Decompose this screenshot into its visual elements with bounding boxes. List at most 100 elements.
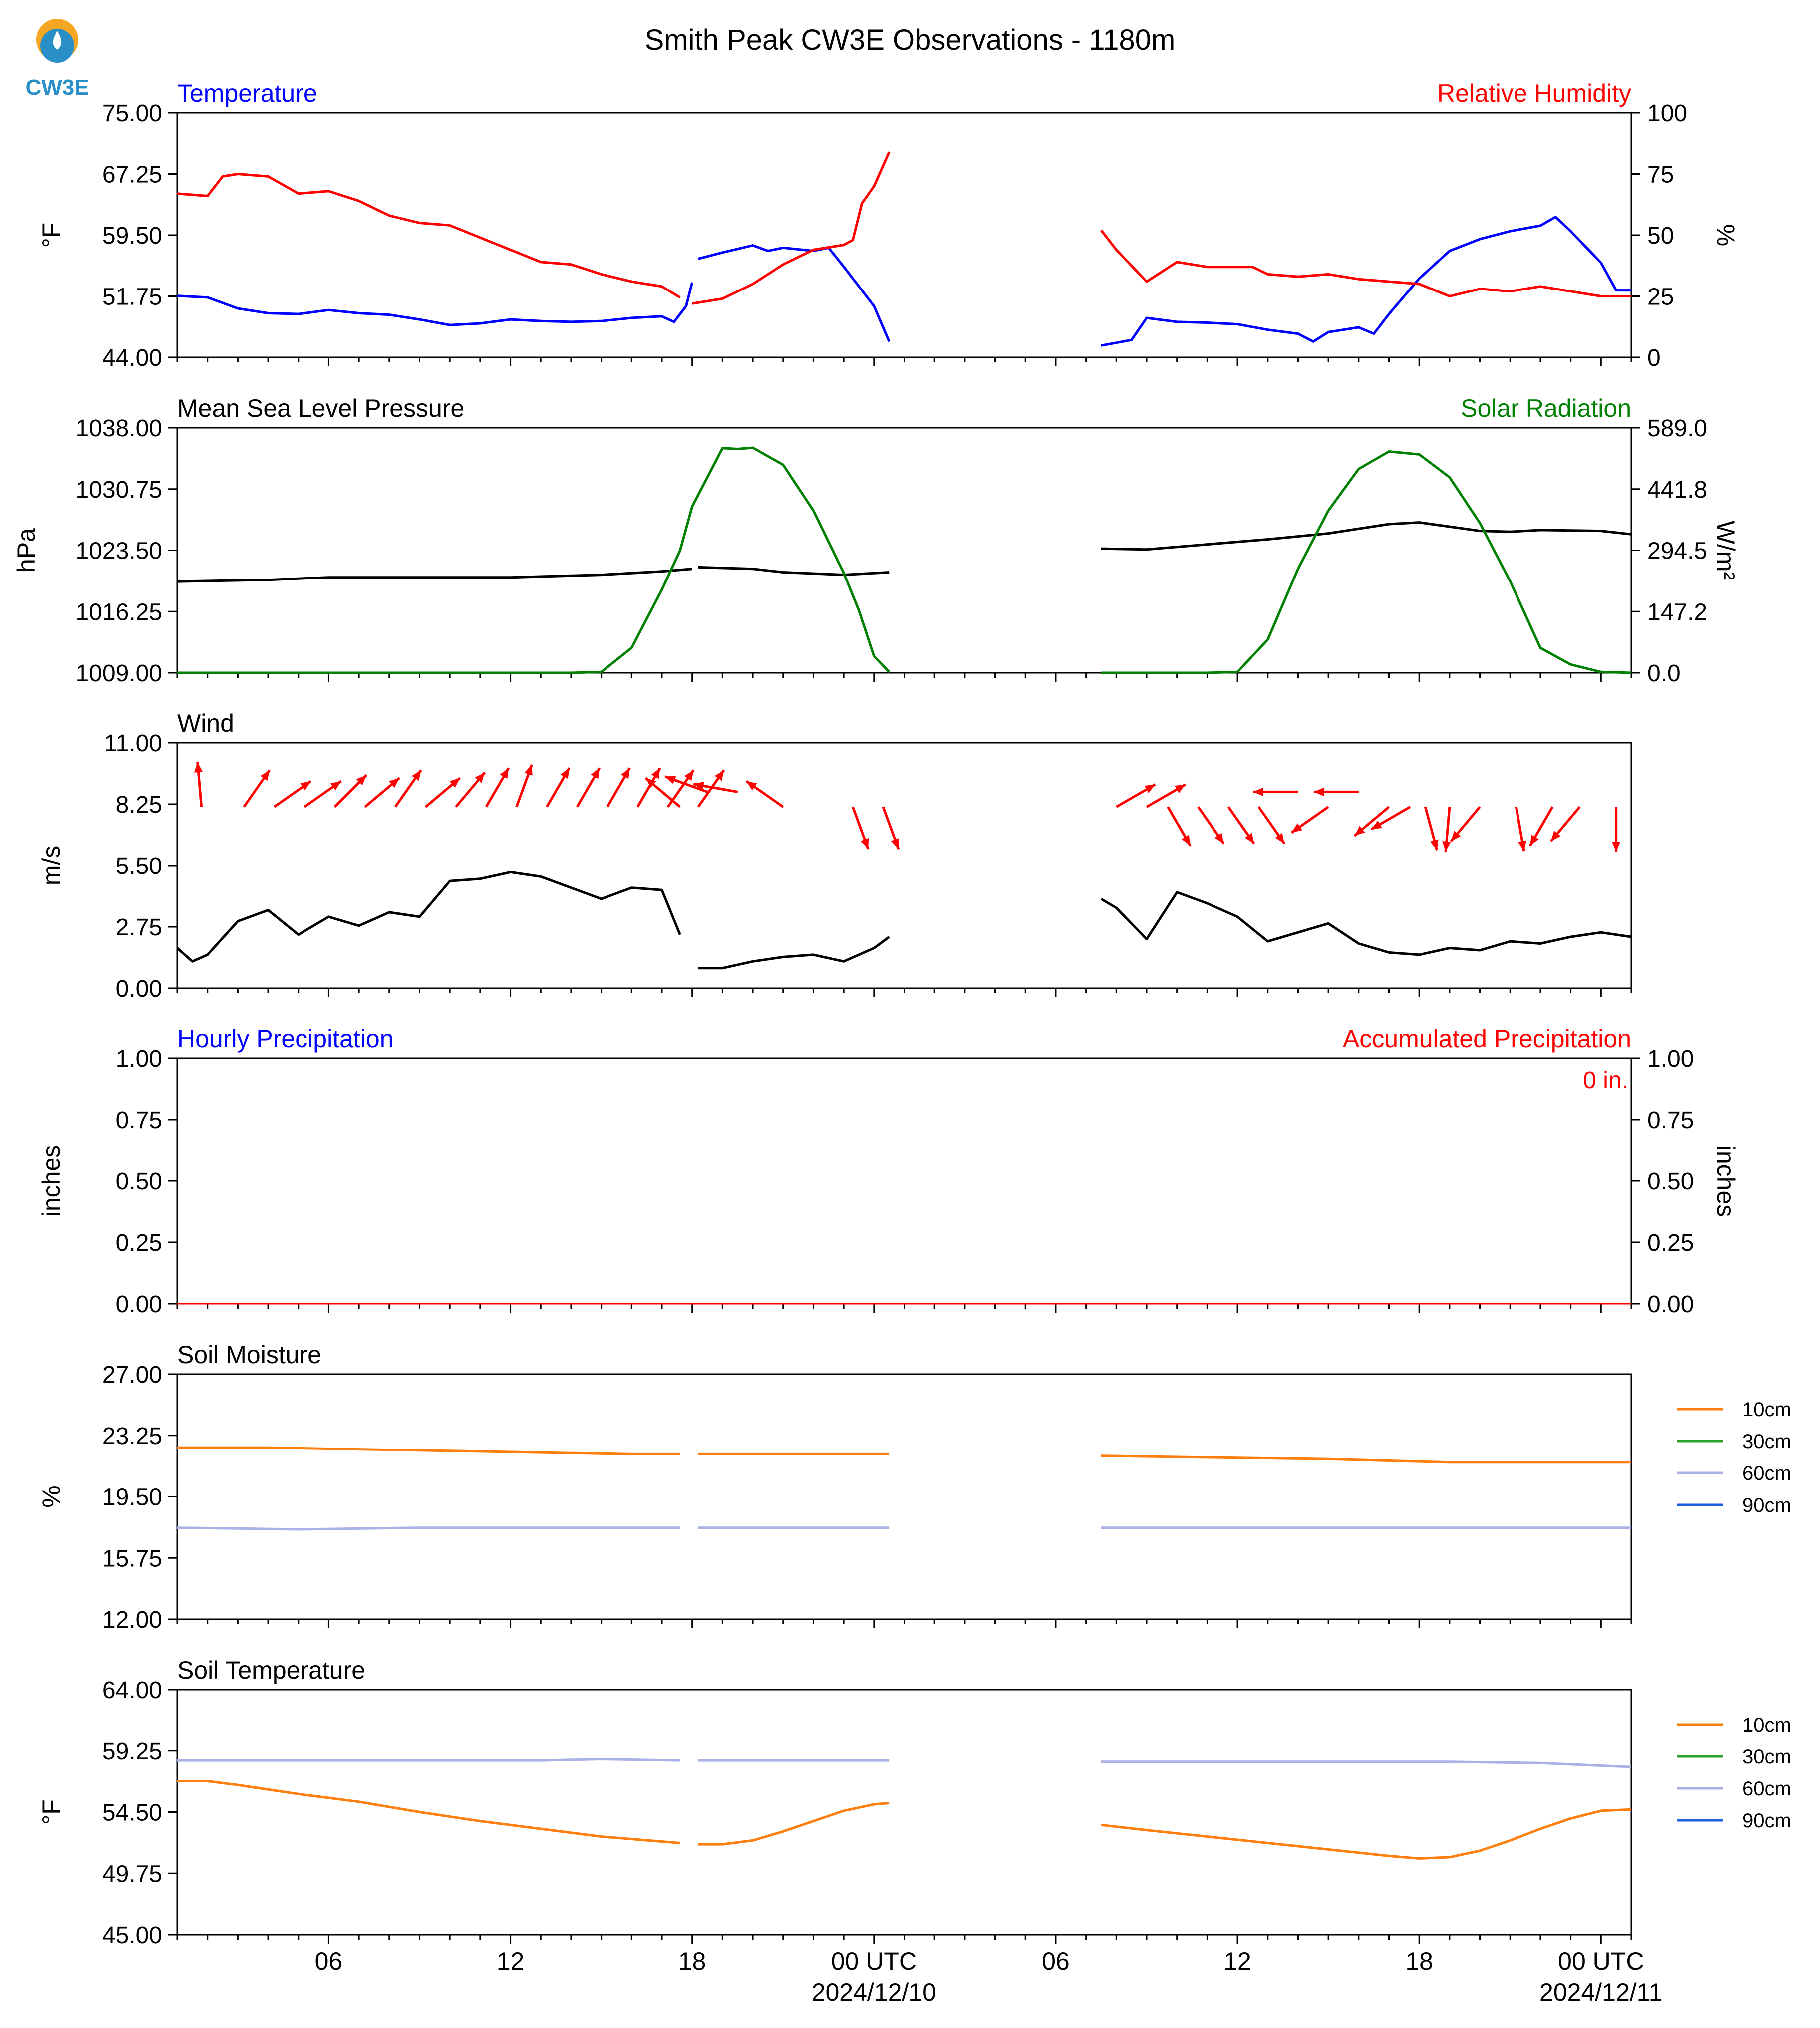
wind-arrow <box>636 767 661 808</box>
chart-title: Smith Peak CW3E Observations - 1180m <box>645 24 1176 56</box>
x-tick-label: 06 <box>1042 1947 1070 1975</box>
wind-arrow <box>1612 807 1621 852</box>
wind-arrow-head <box>861 838 869 849</box>
wind-arrow-head <box>1291 823 1302 833</box>
temperature-right-title: Relative Humidity <box>1437 79 1631 107</box>
wind-arrow <box>194 762 203 807</box>
wind-arrow <box>1253 787 1298 796</box>
wind-arrow <box>644 777 681 808</box>
y-tick-label: 8.25 <box>116 792 162 818</box>
pressure-left-title: Mean Sea Level Pressure <box>177 394 464 422</box>
y-tick-label: 1038.00 <box>75 415 162 442</box>
wind-arrow-head <box>411 770 421 781</box>
wind-arrow-head <box>356 775 367 786</box>
wind-speed-line-segment <box>698 936 890 970</box>
y-tick-label: 0.25 <box>116 1230 162 1256</box>
wind-arrow-head <box>449 778 460 788</box>
y-tick-label: 1016.25 <box>75 599 162 625</box>
wind-arrow <box>576 767 601 808</box>
wind-arrow <box>243 769 271 808</box>
wind-arrow-head <box>1442 841 1451 852</box>
wind-arrow-head <box>1144 784 1156 793</box>
wind-arrow <box>485 767 510 808</box>
wind-arrow-head <box>500 768 509 779</box>
legend-label: 10cm <box>1742 1399 1791 1421</box>
soil_moisture-10cm-line-segment <box>1101 1454 1631 1464</box>
panels-group: 44.00 51.75 59.50 67.25 75.00 0 25 50 75 100 Tempe… <box>12 79 1791 2006</box>
wind-arrow-head <box>665 776 676 784</box>
y-right-tick-label: 75 <box>1647 162 1674 188</box>
wind-arrow <box>1167 806 1192 847</box>
solar-line-segment <box>177 446 891 674</box>
legend-label: 90cm <box>1742 1810 1791 1832</box>
y-tick-label: 59.50 <box>102 223 162 249</box>
y-tick-label: 0.50 <box>116 1168 162 1195</box>
wind-arrow <box>1370 806 1411 831</box>
y-tick-label: 2.75 <box>116 914 162 941</box>
x-tick-label: 12 <box>1223 1947 1251 1975</box>
wind-arrow-head <box>746 781 757 791</box>
precip-panel: 0.00 0.25 0.50 0.75 1.00 0.00 0.25 0.50 0.75 1.00… <box>37 1025 1740 1318</box>
y-tick-label: 1023.50 <box>75 538 162 565</box>
wind-arrow <box>1116 783 1156 808</box>
wind-arrow-head <box>1244 833 1254 844</box>
y-tick-label: 15.75 <box>102 1545 162 1572</box>
wind-arrow <box>1550 806 1581 842</box>
soil_temperature-60cm-line-segment <box>1101 1760 1632 1768</box>
y-tick-label: 0.75 <box>116 1107 162 1134</box>
solar-line-segment <box>1101 450 1632 674</box>
wind-arrow <box>394 769 422 808</box>
soil_moisture-10cm-line-segment <box>177 1446 680 1455</box>
wind-arrow <box>364 777 400 808</box>
pressure-right-title: Solar Radiation <box>1461 394 1631 422</box>
temperature-line-segment <box>698 244 891 342</box>
y-tick-label: 0.00 <box>116 1291 162 1318</box>
wind-arrow-head <box>714 770 724 781</box>
wind-arrow-head <box>1451 831 1461 842</box>
legend-label: 60cm <box>1742 1462 1791 1484</box>
wind-arrow <box>303 780 342 808</box>
x-tick-label: 18 <box>678 1947 706 1975</box>
wind-arrow <box>515 764 533 808</box>
wind-arrow <box>1424 806 1439 851</box>
y-right-tick-label: 441.8 <box>1647 477 1707 503</box>
wind-arrow-head <box>1181 835 1191 846</box>
wind-speed-line-segment <box>1100 891 1632 956</box>
wind-arrow-head <box>330 781 341 791</box>
wind-arrow <box>1529 806 1554 847</box>
wind-arrow <box>1515 806 1526 852</box>
y-tick-label: 1009.00 <box>75 660 162 687</box>
y-tick-label: 44.00 <box>102 345 162 371</box>
y-tick-label: 1.00 <box>116 1046 162 1072</box>
y-right-tick-label: 50 <box>1647 223 1674 249</box>
y-right-tick-label: 294.5 <box>1647 538 1707 565</box>
precip-ylabel-right: inches <box>1712 1145 1740 1217</box>
legend-label: 30cm <box>1742 1746 1791 1768</box>
y-right-tick-label: 0 <box>1647 345 1661 371</box>
temperature-panel: 44.00 51.75 59.50 67.25 75.00 0 25 50 75 100 Tempe… <box>37 79 1740 371</box>
y-tick-label: 19.50 <box>102 1484 162 1511</box>
y-right-tick-label: 1.00 <box>1647 1046 1694 1072</box>
soil_temperature-10cm-line-segment <box>177 1780 680 1844</box>
wind-arrow-head <box>1530 835 1539 846</box>
y-right-tick-label: 147.2 <box>1647 599 1707 625</box>
y-tick-label: 45.00 <box>102 1922 162 1949</box>
wind-arrow <box>1146 783 1187 808</box>
humidity-line-segment <box>1100 229 1631 297</box>
wind-arrow-head <box>194 762 203 773</box>
y-tick-label: 54.50 <box>102 1800 162 1826</box>
y-right-tick-label: 100 <box>1647 100 1687 127</box>
wind-arrow-head <box>891 838 899 849</box>
wind-arrow-head <box>651 768 660 779</box>
y-tick-label: 23.25 <box>102 1423 162 1449</box>
wind-arrow-head <box>684 770 694 781</box>
legend-label: 10cm <box>1742 1714 1791 1736</box>
wind-arrow <box>455 771 486 808</box>
precip-right-title: Accumulated Precipitation <box>1343 1025 1631 1053</box>
wind-arrow <box>851 806 870 850</box>
temperature-ylabel-right: % <box>1712 224 1740 246</box>
temperature-line-segment <box>177 282 694 326</box>
y-right-tick-label: 0.00 <box>1647 1291 1694 1318</box>
